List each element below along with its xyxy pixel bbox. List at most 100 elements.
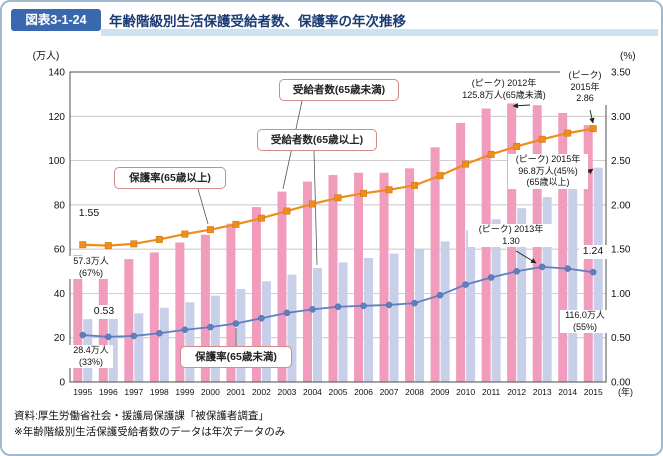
- x-tick-label: 2005: [329, 387, 348, 397]
- callout-leader-line: [197, 188, 209, 225]
- bar-under65-1995: [73, 255, 83, 382]
- marker-square-2003: [283, 207, 291, 215]
- bar-over65-2005: [338, 262, 348, 382]
- bar-under65-2008: [405, 168, 415, 382]
- annotation-line: (67%): [78, 267, 103, 278]
- x-axis-suffix: (年): [618, 386, 633, 397]
- marker-square-2015: [589, 125, 597, 133]
- callout-leader-line: [313, 150, 318, 266]
- bar-over65-1999: [185, 302, 195, 382]
- y-left-tick-label: 40: [54, 289, 66, 300]
- x-tick-label: 2010: [456, 387, 475, 397]
- legend-callout-recipients-under65: 受給者数(65歳未満): [279, 79, 399, 101]
- marker-square-2005: [334, 194, 342, 202]
- marker-circle-2000: [207, 323, 214, 331]
- data-note: ※年齢階級別生活保護受給者数のデータは年次データのみ: [14, 426, 286, 439]
- marker-square-2013: [538, 135, 546, 143]
- bar-under65-2002: [251, 207, 261, 382]
- figure-title: 年齢階級別生活保護受給者数、保護率の年次推移: [109, 14, 406, 29]
- bar-over65-2007: [389, 253, 399, 382]
- bar-under65-2010: [456, 122, 466, 382]
- y-left-tick-label: 60: [54, 245, 66, 256]
- bar-over65-2002: [261, 281, 271, 382]
- annotation-rate-under65-end: 1.24: [579, 245, 607, 259]
- annotation-arrow: [515, 250, 537, 264]
- annotation-line: (33%): [78, 356, 103, 367]
- annotation-peak-rate-under65: (ピーク) 2013年 1.30: [468, 224, 554, 248]
- bar-over65-2004: [312, 267, 322, 382]
- bar-over65-2003: [287, 274, 297, 382]
- marker-circle-2005: [334, 303, 342, 310]
- marker-square-2007: [385, 186, 393, 194]
- line-rate-under65: [82, 265, 594, 338]
- annotation-peak-over65: (ピーク) 2015年 96.8万人(45%) (65歳以上): [508, 154, 588, 190]
- x-tick-label: 2012: [507, 387, 526, 397]
- left-axis-unit-label: (万人): [33, 50, 60, 62]
- y-left-tick-label: 80: [54, 200, 66, 211]
- marker-square-2008: [411, 181, 419, 189]
- x-tick-label: 2007: [380, 387, 399, 397]
- marker-circle-2007: [385, 301, 393, 309]
- bar-under65-2005: [328, 174, 338, 382]
- bar-over65-2014: [568, 184, 578, 382]
- y-left-tick-label: 120: [48, 112, 65, 123]
- marker-square-2010: [462, 160, 470, 168]
- marker-circle-2011: [487, 274, 495, 281]
- annotation-arrow: [512, 103, 531, 109]
- x-tick-label: 2008: [405, 387, 424, 397]
- annotation-arrow: [589, 109, 595, 124]
- marker-square-1997: [130, 240, 138, 248]
- bar-under65-1996: [98, 260, 108, 382]
- y-left-tick-label: 140: [48, 68, 65, 79]
- x-tick-label: 1997: [124, 387, 143, 397]
- x-tick-label: 2000: [201, 387, 220, 397]
- marker-circle-2002: [258, 314, 265, 322]
- marker-circle-2014: [564, 265, 571, 272]
- marker-square-2009: [436, 172, 444, 180]
- marker-circle-1997: [130, 332, 138, 340]
- marker-circle-2001: [232, 320, 240, 327]
- bar-under65-2007: [379, 172, 389, 382]
- annotation-line: 1.30: [502, 235, 520, 246]
- marker-square-1996: [104, 242, 112, 250]
- marker-square-2006: [360, 189, 367, 197]
- annotation-line: 2.86: [576, 93, 594, 104]
- annotation-line: (65歳以上): [526, 177, 570, 188]
- bar-over65-2012: [517, 208, 527, 382]
- marker-square-1999: [181, 230, 189, 238]
- y-left-tick-label: 100: [48, 156, 65, 167]
- x-tick-label: 2014: [558, 387, 577, 397]
- annotation-line: 2015年: [570, 81, 600, 92]
- annotation-line: (ピーク) 2015年: [515, 154, 581, 164]
- y-left-tick-label: 0: [59, 378, 65, 389]
- y-right-tick-label: 0.50: [611, 333, 631, 344]
- marker-square-2014: [564, 129, 572, 137]
- marker-circle-2015: [589, 268, 597, 276]
- bar-over65-2015: [593, 167, 603, 382]
- annotation-line: 125.8万人(65歳未満): [462, 89, 546, 100]
- x-tick-label: 2009: [431, 387, 450, 397]
- bar-over65-1997: [134, 313, 144, 382]
- x-tick-label: 2002: [252, 387, 271, 397]
- bar-over65-1996: [108, 316, 118, 382]
- bar-under65-2001: [226, 223, 236, 382]
- bar-under65-2000: [200, 234, 210, 382]
- marker-circle-1999: [181, 326, 189, 333]
- marker-square-2001: [232, 220, 240, 228]
- bar-over65-2010: [466, 230, 476, 382]
- y-left-tick-label: 20: [54, 333, 66, 344]
- plot-border: [69, 71, 607, 383]
- annotation-under65-2015: 116.0万人 (55%): [560, 310, 610, 334]
- bar-under65-2004: [302, 181, 312, 382]
- title-underline-band: [101, 29, 658, 36]
- legend-callout-rate-under65: 保護率(65歳未満): [180, 346, 292, 368]
- marker-circle-2010: [462, 281, 469, 288]
- marker-circle-2004: [309, 306, 316, 313]
- bar-under65-1999: [175, 242, 185, 382]
- bar-over65-2008: [415, 249, 425, 382]
- bar-over65-2013: [542, 197, 552, 382]
- x-tick-label: 1996: [99, 387, 118, 397]
- x-tick-label: 1999: [175, 387, 194, 397]
- marker-circle-2003: [283, 309, 291, 317]
